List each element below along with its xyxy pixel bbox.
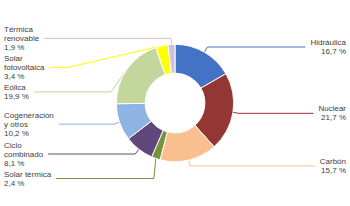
svg-text:Carbón: Carbón (320, 157, 346, 166)
svg-text:Eólica: Eólica (4, 83, 26, 92)
svg-text:19,9 %: 19,9 % (4, 92, 29, 101)
svg-text:10,2 %: 10,2 % (4, 129, 29, 138)
svg-text:Nuclear: Nuclear (318, 104, 346, 113)
svg-text:renovable: renovable (4, 34, 40, 43)
svg-text:1,9 %: 1,9 % (4, 43, 24, 52)
svg-text:8,1 %: 8,1 % (4, 159, 24, 168)
svg-text:3,4 %: 3,4 % (4, 72, 24, 81)
svg-text:Hidráulica: Hidráulica (310, 38, 346, 47)
svg-text:15,7 %: 15,7 % (321, 166, 346, 175)
svg-text:fotovoltaica: fotovoltaica (4, 63, 45, 72)
svg-text:2,4 %: 2,4 % (4, 179, 24, 188)
svg-text:y otros: y otros (4, 120, 28, 129)
svg-text:Térmica: Térmica (4, 25, 33, 34)
svg-text:combinado: combinado (4, 150, 44, 159)
svg-text:Solar térmica: Solar térmica (4, 170, 52, 179)
svg-text:Ciclo: Ciclo (4, 141, 22, 150)
svg-text:Solar: Solar (4, 54, 23, 63)
svg-text:Cogeneración: Cogeneración (4, 111, 54, 120)
svg-text:16,7 %: 16,7 % (321, 47, 346, 56)
svg-text:21,7 %: 21,7 % (321, 113, 346, 122)
